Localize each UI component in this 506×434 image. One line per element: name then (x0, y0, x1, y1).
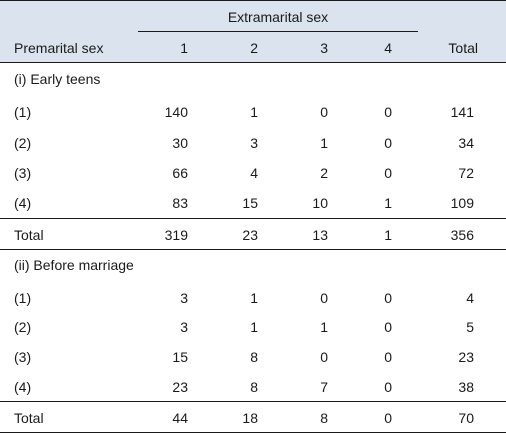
cell-value: 15 (172, 349, 188, 365)
cell-value: 8 (250, 349, 258, 365)
row-label: (2) (14, 319, 32, 335)
cell-value: 15 (242, 195, 258, 211)
cell-total: 23 (458, 349, 474, 365)
total-value: 13 (312, 227, 328, 243)
cell-value: 1 (320, 319, 328, 335)
section-title-early-teens: (i) Early teens (14, 71, 101, 87)
cell-total: 109 (450, 195, 474, 211)
cell-value: 0 (384, 165, 392, 181)
column-header-total: Total (448, 40, 478, 56)
cell-value: 2 (320, 165, 328, 181)
row-label: (1) (14, 290, 32, 306)
spanner-header: Extramarital sex (227, 9, 329, 25)
cell-value: 1 (250, 319, 258, 335)
column-header-4: 4 (384, 40, 392, 56)
cell-value: 30 (172, 135, 188, 151)
cell-value: 0 (384, 290, 392, 306)
section-title-before-marriage: (ii) Before marriage (14, 257, 134, 273)
cell-value: 0 (384, 104, 392, 120)
total-value: 18 (242, 410, 258, 426)
row-label: (3) (14, 165, 32, 181)
cell-value: 10 (312, 195, 328, 211)
section-1-total-rule (0, 218, 506, 219)
total-value: 1 (384, 227, 392, 243)
cell-value: 0 (384, 349, 392, 365)
total-label: Total (14, 410, 44, 426)
header-bottom-rule (0, 62, 506, 63)
section-1-end-rule (0, 249, 506, 250)
row-label: (2) (14, 135, 32, 151)
total-value: 44 (172, 410, 188, 426)
section-2-total-rule (0, 401, 506, 402)
total-label: Total (14, 227, 44, 243)
column-header-3: 3 (320, 40, 328, 56)
row-label: (3) (14, 349, 32, 365)
cell-total: 38 (458, 379, 474, 395)
total-value: 8 (320, 410, 328, 426)
cell-total: 4 (466, 290, 474, 306)
cell-value: 0 (320, 290, 328, 306)
cell-value: 0 (320, 104, 328, 120)
grand-total: 356 (450, 227, 474, 243)
cell-value: 83 (172, 195, 188, 211)
cell-value: 66 (172, 165, 188, 181)
cell-value: 0 (384, 135, 392, 151)
cell-value: 0 (384, 379, 392, 395)
cell-value: 7 (320, 379, 328, 395)
cell-value: 3 (250, 135, 258, 151)
cell-value: 1 (384, 195, 392, 211)
spanner-rule (138, 31, 418, 32)
grand-total: 70 (458, 410, 474, 426)
total-value: 319 (164, 227, 188, 243)
row-header: Premarital sex (14, 40, 104, 56)
cell-value: 1 (250, 290, 258, 306)
column-header-1: 1 (180, 40, 188, 56)
top-rule (0, 0, 506, 1)
cell-value: 0 (384, 319, 392, 335)
cell-value: 4 (250, 165, 258, 181)
cell-total: 72 (458, 165, 474, 181)
cell-value: 23 (172, 379, 188, 395)
cell-value: 3 (180, 319, 188, 335)
cell-value: 3 (180, 290, 188, 306)
total-value: 0 (384, 410, 392, 426)
cell-total: 5 (466, 319, 474, 335)
cell-value: 8 (250, 379, 258, 395)
row-label: (4) (14, 379, 32, 395)
cell-total: 141 (450, 104, 474, 120)
cell-value: 0 (320, 349, 328, 365)
cell-value: 1 (250, 104, 258, 120)
row-label: (1) (14, 104, 32, 120)
bottom-rule (0, 432, 506, 433)
cell-total: 34 (458, 135, 474, 151)
cell-value: 1 (320, 135, 328, 151)
row-label: (4) (14, 195, 32, 211)
column-header-2: 2 (250, 40, 258, 56)
cell-value: 140 (164, 104, 188, 120)
total-value: 23 (242, 227, 258, 243)
